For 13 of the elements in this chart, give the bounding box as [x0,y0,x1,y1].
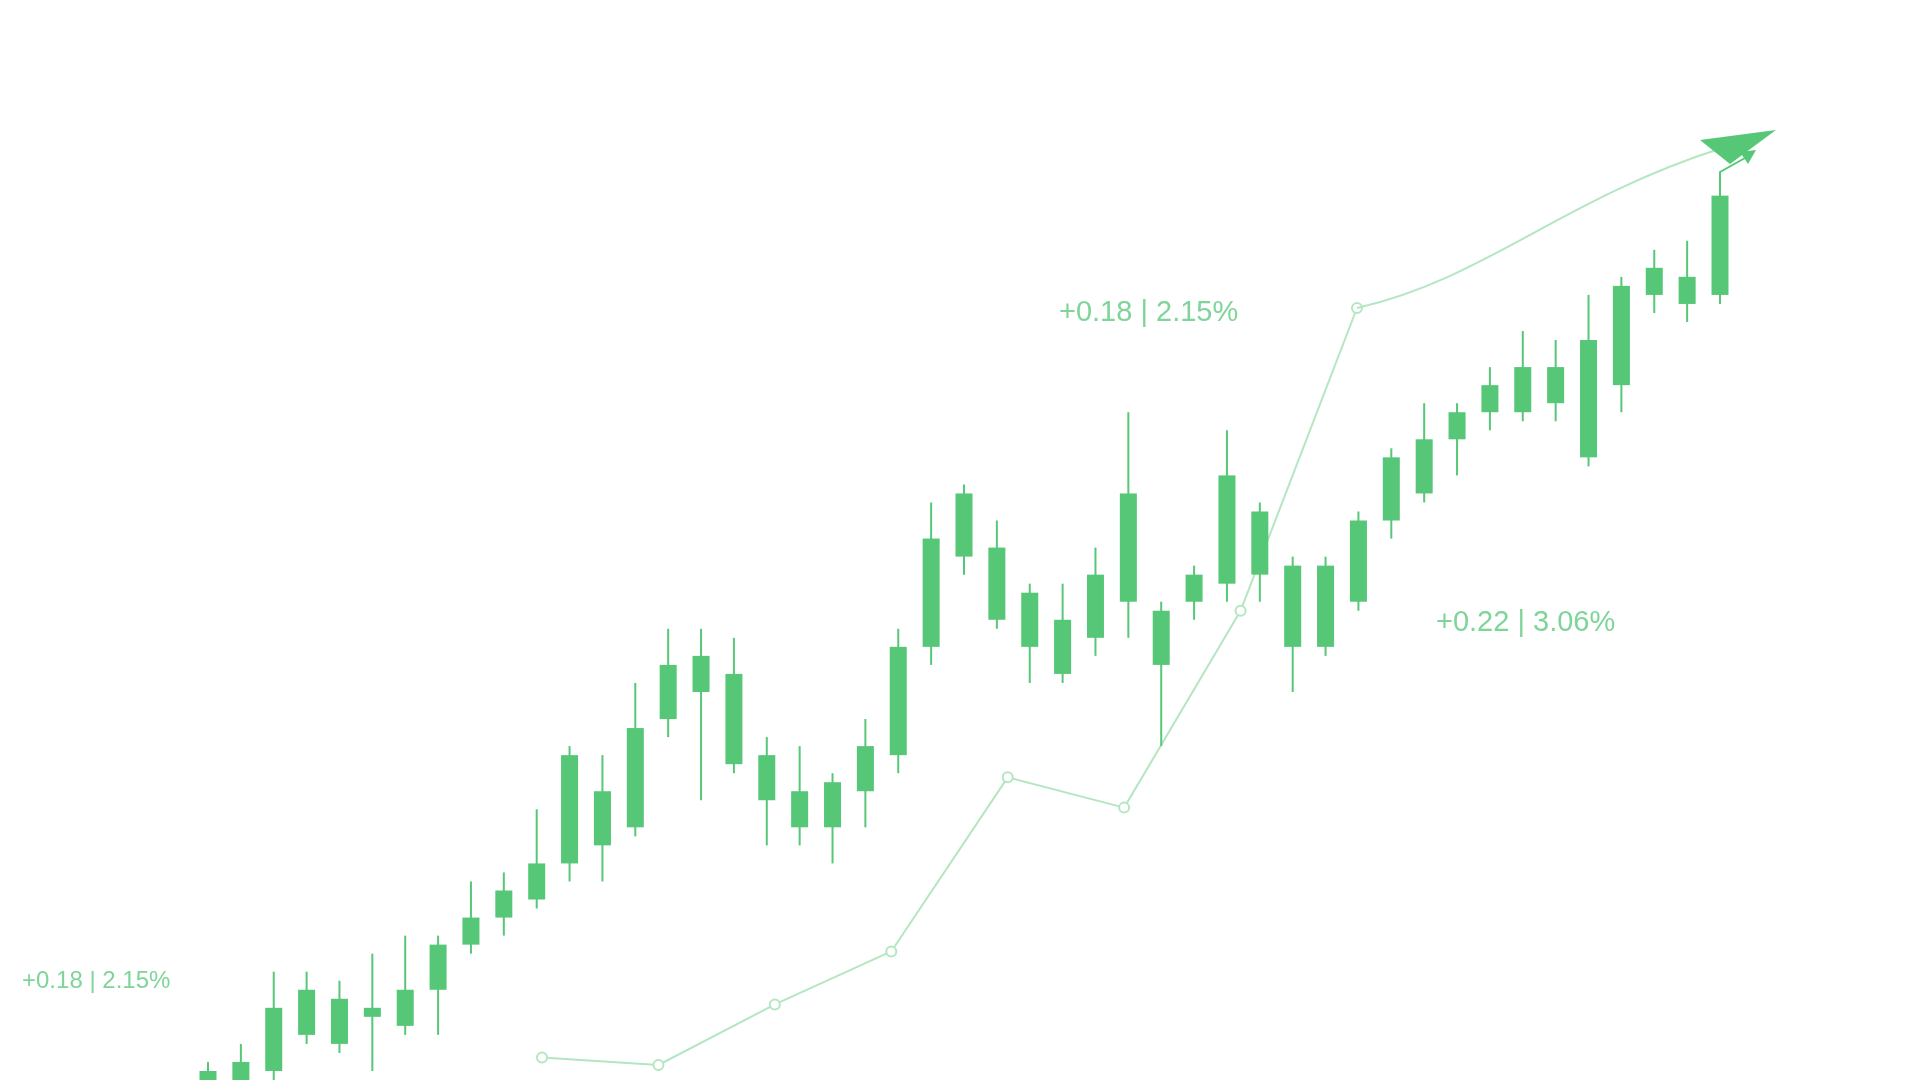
point [652,1059,665,1071]
point [768,998,781,1011]
point [1001,771,1014,784]
point [1234,604,1247,617]
point [536,1051,548,1064]
point [1118,801,1131,814]
candlestick [232,1042,250,1080]
point [885,945,898,958]
annotation: +0.18 | 2.15% [1059,294,1239,327]
annotation: +0.22 | 3.06% [1436,604,1616,637]
candlestick [363,952,381,1072]
text: +0.18 | 2.15% [22,966,171,994]
candlestick [199,1060,217,1080]
